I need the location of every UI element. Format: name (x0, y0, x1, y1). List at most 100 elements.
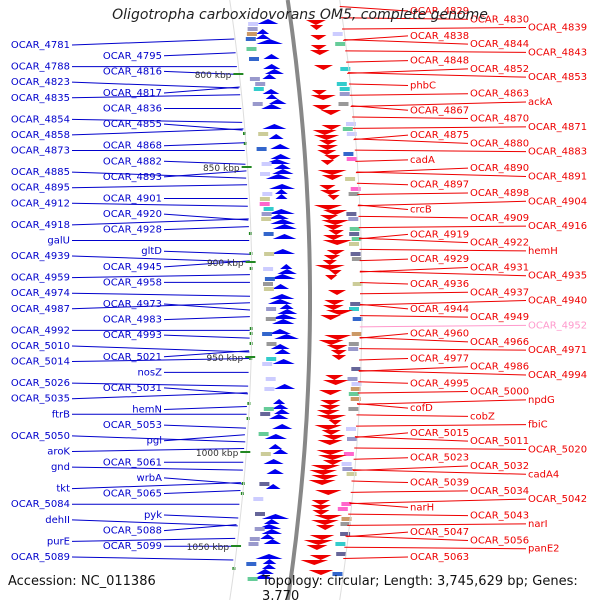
forward-gene-arrow (263, 519, 280, 524)
gc-skew-block (253, 87, 264, 91)
leader-line-left (163, 250, 250, 255)
reverse-gene-arrow (322, 435, 346, 440)
leader-line-right (353, 457, 409, 460)
gc-skew-block (255, 512, 265, 516)
gene-label-right: OCAR_4891 (528, 171, 587, 182)
feature-dot (249, 327, 253, 330)
genome-title: Oligotropha carboxidovorans OM5, complet… (112, 7, 488, 23)
forward-gene-arrow (267, 209, 295, 214)
forward-gene-arrow (263, 54, 280, 59)
leader-line-left (163, 514, 239, 519)
gene-label-right: OCAR_4829 (410, 6, 469, 17)
gc-content-block (341, 462, 352, 466)
leader-line-left (71, 537, 236, 542)
reverse-gene-arrow (317, 150, 337, 155)
gc-skew-block (262, 362, 273, 366)
gc-content-block (341, 517, 352, 521)
reverse-gene-arrow (320, 315, 341, 320)
gene-label-left: OCAR_4868 (103, 141, 162, 152)
reverse-gene-arrow (311, 90, 327, 95)
forward-gene-arrow (272, 359, 295, 364)
reverse-gene-arrow (323, 210, 348, 215)
gene-label-left: OCAR_4993 (103, 330, 162, 341)
gene-label-left: OCAR_4983 (103, 315, 162, 326)
leader-line-right (359, 324, 527, 328)
gc-skew-block (252, 102, 263, 106)
gc-content-block (346, 427, 356, 431)
leader-line-left (163, 406, 247, 411)
gene-label-left: OCAR_5014 (11, 357, 70, 368)
gene-label-right: OCAR_4870 (470, 114, 529, 125)
feature-dot (249, 332, 253, 335)
gc-content-block (348, 347, 359, 351)
gene-label-left: purE (47, 536, 70, 547)
reverse-gene-arrow (328, 420, 342, 425)
leader-line-left (71, 482, 241, 490)
gene-label-right: OCAR_5056 (470, 535, 529, 546)
gene-label-right: OCAR_4929 (410, 254, 469, 265)
gc-content-block (342, 467, 353, 471)
gene-label-right: narH (410, 502, 434, 513)
gene-label-left: OCAR_4912 (11, 198, 70, 209)
leader-line-right (354, 149, 527, 153)
forward-gene-arrow (277, 309, 298, 314)
forward-gene-arrow (268, 134, 284, 139)
leader-line-left (163, 260, 250, 268)
leader-line-right (352, 116, 469, 120)
gene-label-left: ftrB (52, 409, 70, 420)
gc-skew-block (259, 202, 270, 206)
reverse-gene-arrow (322, 240, 352, 245)
scale-tick-label: 1000 kbp (196, 449, 239, 459)
reverse-gene-arrow (305, 20, 326, 25)
gene-label-left: OCAR_4920 (103, 209, 162, 220)
gc-content-block (350, 302, 361, 306)
reverse-gene-arrow (319, 405, 341, 410)
reverse-gene-arrow (310, 465, 341, 470)
leader-line-right (358, 381, 409, 384)
leader-line-right (359, 282, 409, 285)
gene-label-right: narI (528, 519, 548, 530)
gc-skew-block (259, 482, 270, 486)
gc-skew-block (249, 57, 259, 61)
gc-skew-block (263, 207, 274, 211)
leader-line-right (359, 258, 409, 262)
gc-skew-block (254, 527, 265, 531)
gc-content-block (349, 227, 360, 231)
leader-line-right (344, 39, 469, 45)
leader-line-right (356, 403, 409, 409)
gc-content-block (351, 367, 362, 371)
label-leader-lines (71, 6, 527, 561)
gc-skew-block (262, 192, 273, 196)
gc-content-block (347, 377, 358, 381)
gene-label-right: OCAR_4863 (470, 89, 529, 100)
forward-gene-arrow (272, 284, 290, 289)
leader-line-left (71, 171, 247, 179)
gene-label-left: OCAR_4817 (103, 88, 162, 99)
reverse-gene-arrow (313, 65, 333, 70)
reverse-gene-arrow (316, 415, 347, 420)
reverse-gene-arrow (322, 380, 349, 385)
gc-skew-block (264, 277, 275, 281)
inner-guide (229, 0, 253, 600)
gene-label-left: OCAR_4974 (11, 288, 70, 299)
gene-label-left: OCAR_5010 (11, 341, 70, 352)
gc-content-block (348, 407, 359, 411)
gene-label-left: OCAR_4987 (11, 304, 70, 315)
leader-line-left (163, 316, 250, 321)
forward-gene-arrow (268, 214, 289, 219)
leader-line-right (349, 502, 409, 508)
gene-label-right: OCAR_4830 (470, 14, 529, 25)
gene-label-left: OCAR_4835 (11, 93, 70, 104)
forward-gene-arrow (262, 124, 287, 129)
forward-gene-arrow (269, 274, 296, 279)
reverse-gene-arrow (318, 455, 347, 460)
forward-gene-arrow (274, 349, 291, 354)
reverse-gene-arrow (326, 345, 348, 350)
gc-skew-block (265, 317, 276, 321)
gc-content-block (346, 132, 357, 136)
reverse-gene-arrow (312, 510, 330, 515)
leader-line-left (163, 160, 246, 165)
gene-label-right: OCAR_5039 (410, 478, 469, 489)
forward-gene-arrow (273, 399, 286, 404)
gene-label-right: fbiC (528, 420, 548, 431)
